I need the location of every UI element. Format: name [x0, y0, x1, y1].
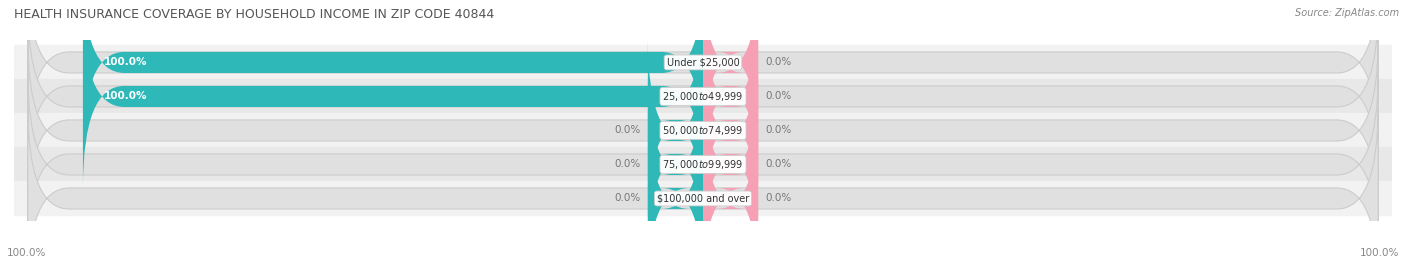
Text: $75,000 to $99,999: $75,000 to $99,999: [662, 158, 744, 171]
FancyBboxPatch shape: [703, 0, 758, 154]
Text: 100.0%: 100.0%: [104, 58, 148, 68]
Text: 100.0%: 100.0%: [104, 91, 148, 101]
Bar: [14, 147, 1392, 182]
FancyBboxPatch shape: [703, 73, 758, 256]
Text: 0.0%: 0.0%: [614, 160, 641, 169]
Text: $100,000 and over: $100,000 and over: [657, 193, 749, 203]
Text: 0.0%: 0.0%: [614, 125, 641, 136]
Text: 100.0%: 100.0%: [7, 248, 46, 258]
Bar: [14, 79, 1392, 114]
Text: 0.0%: 0.0%: [765, 58, 792, 68]
FancyBboxPatch shape: [28, 107, 1378, 269]
FancyBboxPatch shape: [648, 107, 703, 269]
FancyBboxPatch shape: [83, 0, 703, 154]
Text: Under $25,000: Under $25,000: [666, 58, 740, 68]
Bar: [14, 114, 1392, 147]
Text: $50,000 to $74,999: $50,000 to $74,999: [662, 124, 744, 137]
Text: 0.0%: 0.0%: [765, 160, 792, 169]
FancyBboxPatch shape: [648, 39, 703, 222]
Bar: [14, 182, 1392, 215]
FancyBboxPatch shape: [28, 0, 1378, 154]
Text: HEALTH INSURANCE COVERAGE BY HOUSEHOLD INCOME IN ZIP CODE 40844: HEALTH INSURANCE COVERAGE BY HOUSEHOLD I…: [14, 8, 495, 21]
Text: 0.0%: 0.0%: [765, 193, 792, 203]
Text: 0.0%: 0.0%: [614, 193, 641, 203]
FancyBboxPatch shape: [703, 39, 758, 222]
Text: $25,000 to $49,999: $25,000 to $49,999: [662, 90, 744, 103]
FancyBboxPatch shape: [28, 5, 1378, 188]
Text: 0.0%: 0.0%: [765, 125, 792, 136]
Bar: [14, 45, 1392, 79]
FancyBboxPatch shape: [28, 73, 1378, 256]
FancyBboxPatch shape: [703, 5, 758, 188]
FancyBboxPatch shape: [28, 39, 1378, 222]
Text: 100.0%: 100.0%: [1360, 248, 1399, 258]
FancyBboxPatch shape: [83, 5, 703, 188]
FancyBboxPatch shape: [703, 107, 758, 269]
Text: 0.0%: 0.0%: [765, 91, 792, 101]
FancyBboxPatch shape: [648, 73, 703, 256]
Text: Source: ZipAtlas.com: Source: ZipAtlas.com: [1295, 8, 1399, 18]
